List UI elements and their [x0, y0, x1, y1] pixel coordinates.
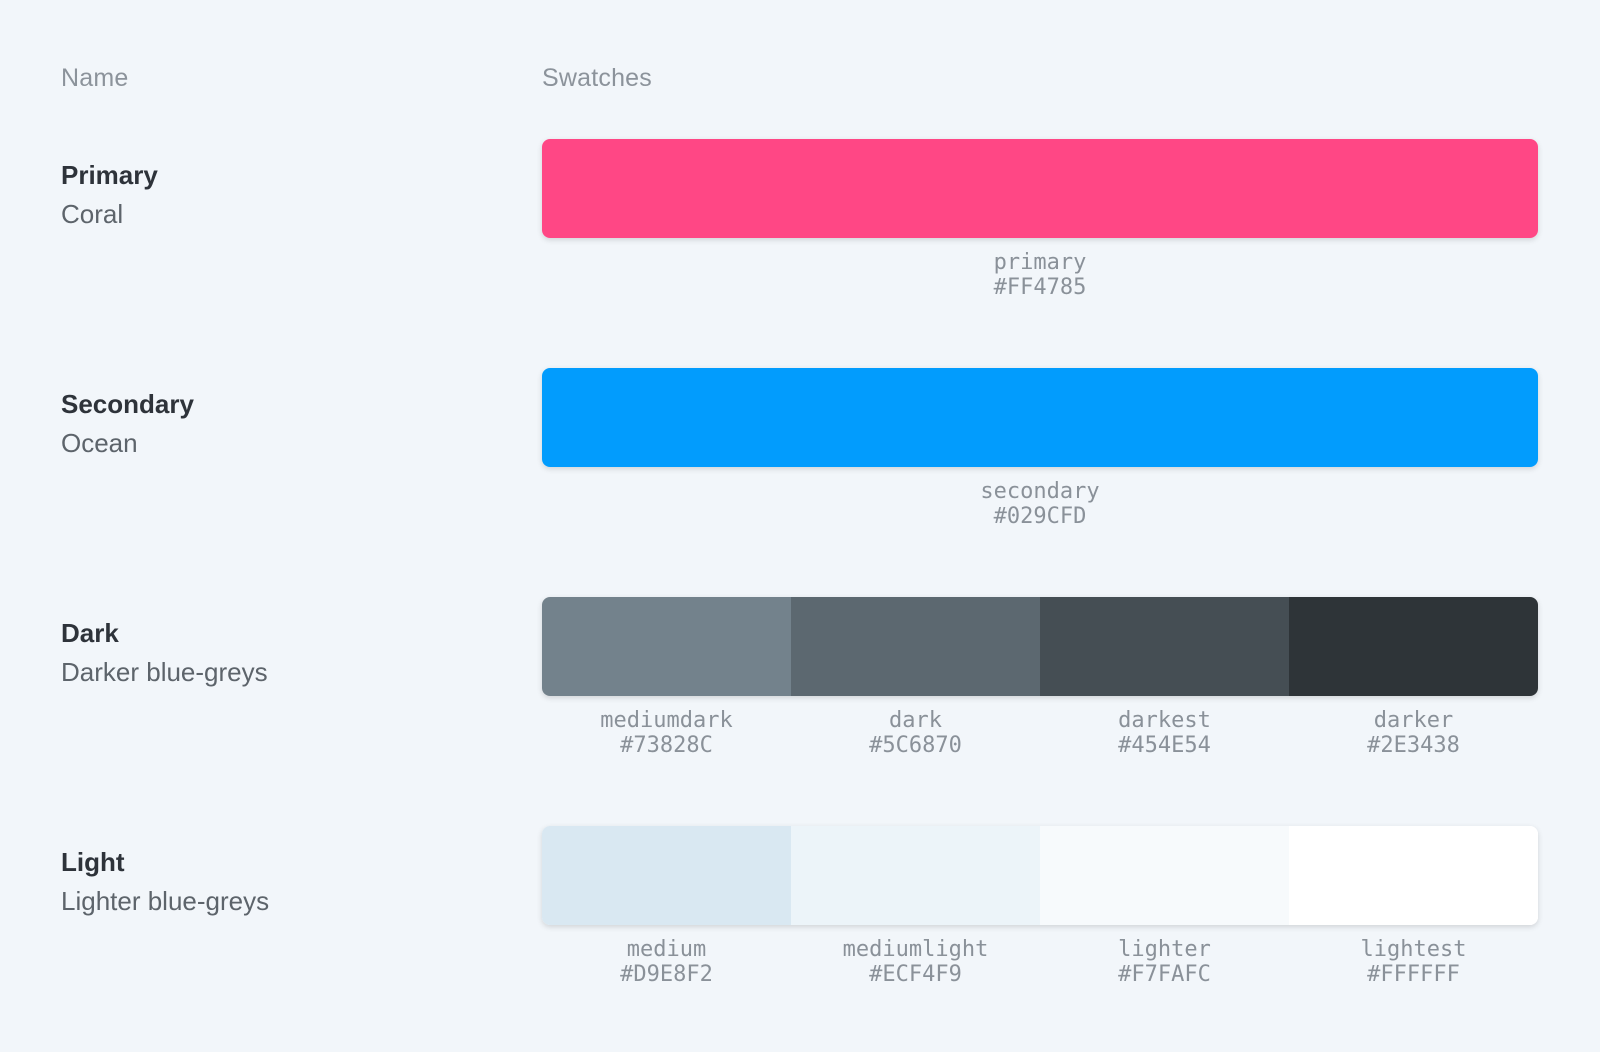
swatch-color-darker — [1289, 597, 1538, 696]
color-palette: Name Swatches Primary Coral primary #FF4… — [61, 64, 1538, 987]
swatch-color-lighter — [1040, 826, 1289, 925]
swatch-name: mediumlight — [842, 937, 989, 962]
row-subtitle: Ocean — [61, 428, 138, 458]
swatch-name: darker — [1373, 708, 1454, 733]
swatch-label: lighter #F7FAFC — [1040, 937, 1289, 987]
swatch-label: mediumlight #ECF4F9 — [791, 937, 1040, 987]
swatch-name: darkest — [1118, 708, 1211, 733]
swatch-color-medium — [542, 826, 791, 925]
swatch-hex: #F7FAFC — [1118, 962, 1211, 987]
palette-header-row: Name Swatches — [61, 64, 1538, 93]
swatch-color-dark — [791, 597, 1040, 696]
palette-row-primary: Primary Coral primary #FF4785 — [61, 139, 1538, 300]
swatch-hex: #454E54 — [1118, 733, 1211, 758]
row-subtitle: Coral — [61, 199, 124, 229]
swatch-name: dark — [889, 708, 942, 733]
swatch-label: secondary #029CFD — [542, 479, 1538, 529]
swatch-color-lightest — [1289, 826, 1538, 925]
swatch-name: secondary — [980, 479, 1100, 504]
swatch-hex: #5C6870 — [869, 733, 962, 758]
swatch-hex: #73828C — [620, 733, 713, 758]
name-column-header: Name — [61, 64, 129, 92]
row-title: Secondary — [61, 389, 194, 419]
swatch-labels: medium #D9E8F2 mediumlight #ECF4F9 light… — [542, 937, 1538, 987]
swatch-hex: #2E3438 — [1367, 733, 1460, 758]
swatch-bar — [542, 139, 1538, 238]
row-title: Light — [61, 847, 125, 877]
swatch-name: primary — [993, 250, 1087, 275]
swatch-color-mediumdark — [542, 597, 791, 696]
row-subtitle: Darker blue-greys — [61, 657, 268, 687]
swatch-name: lightest — [1360, 937, 1467, 962]
row-swatches-primary: primary #FF4785 — [542, 139, 1538, 300]
palette-row-light: Light Lighter blue-greys medium #D9E8F2 … — [61, 826, 1538, 987]
swatch-labels: primary #FF4785 — [542, 250, 1538, 300]
row-title: Primary — [61, 160, 158, 190]
swatch-color-primary — [542, 139, 1538, 238]
swatch-label: darker #2E3438 — [1289, 708, 1538, 758]
row-info-light: Light Lighter blue-greys — [61, 826, 542, 987]
swatch-label: mediumdark #73828C — [542, 708, 791, 758]
row-subtitle: Lighter blue-greys — [61, 886, 270, 916]
palette-row-secondary: Secondary Ocean secondary #029CFD — [61, 368, 1538, 529]
swatch-label: medium #D9E8F2 — [542, 937, 791, 987]
swatch-hex: #D9E8F2 — [620, 962, 713, 987]
row-info-primary: Primary Coral — [61, 139, 542, 300]
swatch-hex: #FFFFFF — [1367, 962, 1460, 987]
row-info-secondary: Secondary Ocean — [61, 368, 542, 529]
swatch-label: darkest #454E54 — [1040, 708, 1289, 758]
swatch-hex: #029CFD — [993, 504, 1087, 529]
swatch-color-darkest — [1040, 597, 1289, 696]
palette-row-dark: Dark Darker blue-greys mediumdark #73828… — [61, 597, 1538, 758]
swatch-color-mediumlight — [791, 826, 1040, 925]
row-swatches-light: medium #D9E8F2 mediumlight #ECF4F9 light… — [542, 826, 1538, 987]
swatch-labels: mediumdark #73828C dark #5C6870 darkest … — [542, 708, 1538, 758]
swatch-bar — [542, 597, 1538, 696]
swatches-column-header: Swatches — [542, 64, 652, 92]
swatch-color-secondary — [542, 368, 1538, 467]
swatch-labels: secondary #029CFD — [542, 479, 1538, 529]
swatch-name: mediumdark — [600, 708, 733, 733]
swatch-label: lightest #FFFFFF — [1289, 937, 1538, 987]
row-info-dark: Dark Darker blue-greys — [61, 597, 542, 758]
swatch-hex: #ECF4F9 — [869, 962, 962, 987]
swatch-bar — [542, 368, 1538, 467]
swatch-label: dark #5C6870 — [791, 708, 1040, 758]
swatch-label: primary #FF4785 — [542, 250, 1538, 300]
swatch-name: lighter — [1118, 937, 1211, 962]
swatch-bar — [542, 826, 1538, 925]
row-title: Dark — [61, 618, 119, 648]
row-swatches-secondary: secondary #029CFD — [542, 368, 1538, 529]
swatch-hex: #FF4785 — [993, 275, 1087, 300]
row-swatches-dark: mediumdark #73828C dark #5C6870 darkest … — [542, 597, 1538, 758]
swatch-name: medium — [626, 937, 707, 962]
